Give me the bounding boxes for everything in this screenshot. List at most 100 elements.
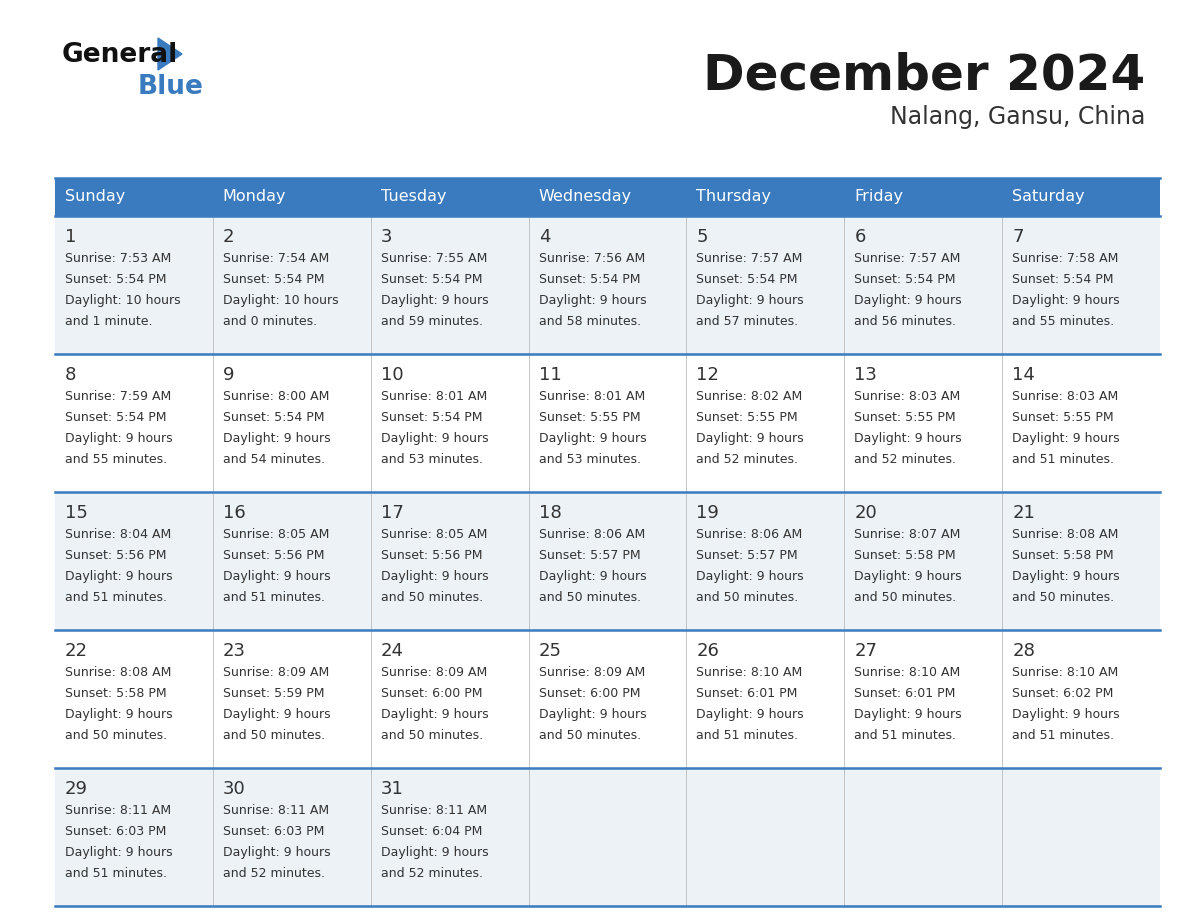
Text: Sunrise: 8:06 AM: Sunrise: 8:06 AM bbox=[696, 528, 803, 541]
Text: Sunset: 5:55 PM: Sunset: 5:55 PM bbox=[1012, 411, 1114, 424]
Text: and 53 minutes.: and 53 minutes. bbox=[538, 453, 640, 466]
Text: Sunset: 5:54 PM: Sunset: 5:54 PM bbox=[223, 411, 324, 424]
Text: Daylight: 9 hours: Daylight: 9 hours bbox=[65, 708, 172, 721]
Text: and 57 minutes.: and 57 minutes. bbox=[696, 315, 798, 328]
Text: December 2024: December 2024 bbox=[703, 52, 1145, 100]
Text: 21: 21 bbox=[1012, 504, 1035, 522]
Text: Daylight: 9 hours: Daylight: 9 hours bbox=[223, 708, 330, 721]
Text: Sunset: 6:01 PM: Sunset: 6:01 PM bbox=[854, 687, 955, 700]
Text: Daylight: 9 hours: Daylight: 9 hours bbox=[1012, 570, 1120, 583]
Text: Daylight: 9 hours: Daylight: 9 hours bbox=[1012, 708, 1120, 721]
Text: Sunset: 5:54 PM: Sunset: 5:54 PM bbox=[854, 273, 956, 286]
Text: Sunrise: 8:11 AM: Sunrise: 8:11 AM bbox=[65, 804, 171, 817]
Text: Sunset: 5:54 PM: Sunset: 5:54 PM bbox=[65, 411, 166, 424]
Bar bbox=[55, 768, 1159, 906]
Text: and 52 minutes.: and 52 minutes. bbox=[380, 867, 482, 880]
Text: and 55 minutes.: and 55 minutes. bbox=[1012, 315, 1114, 328]
Text: and 54 minutes.: and 54 minutes. bbox=[223, 453, 324, 466]
Text: Sunset: 5:54 PM: Sunset: 5:54 PM bbox=[380, 273, 482, 286]
Text: Daylight: 9 hours: Daylight: 9 hours bbox=[538, 708, 646, 721]
Text: and 55 minutes.: and 55 minutes. bbox=[65, 453, 168, 466]
Text: 2: 2 bbox=[223, 228, 234, 246]
Text: and 56 minutes.: and 56 minutes. bbox=[854, 315, 956, 328]
Text: Sunrise: 8:10 AM: Sunrise: 8:10 AM bbox=[854, 666, 961, 679]
Text: Daylight: 9 hours: Daylight: 9 hours bbox=[223, 570, 330, 583]
Text: and 1 minute.: and 1 minute. bbox=[65, 315, 152, 328]
Text: Daylight: 9 hours: Daylight: 9 hours bbox=[1012, 432, 1120, 445]
Text: Sunrise: 8:11 AM: Sunrise: 8:11 AM bbox=[380, 804, 487, 817]
Text: and 51 minutes.: and 51 minutes. bbox=[65, 867, 168, 880]
Text: Blue: Blue bbox=[138, 74, 204, 100]
Text: 3: 3 bbox=[380, 228, 392, 246]
Text: 15: 15 bbox=[65, 504, 88, 522]
Text: 6: 6 bbox=[854, 228, 866, 246]
Text: Sunset: 5:58 PM: Sunset: 5:58 PM bbox=[65, 687, 166, 700]
Text: Sunset: 5:58 PM: Sunset: 5:58 PM bbox=[854, 549, 956, 562]
Text: Sunset: 6:00 PM: Sunset: 6:00 PM bbox=[538, 687, 640, 700]
Text: Wednesday: Wednesday bbox=[538, 189, 632, 205]
Text: Daylight: 9 hours: Daylight: 9 hours bbox=[854, 708, 962, 721]
Text: 20: 20 bbox=[854, 504, 877, 522]
Text: Daylight: 9 hours: Daylight: 9 hours bbox=[223, 846, 330, 859]
Text: 12: 12 bbox=[696, 366, 719, 384]
Text: 27: 27 bbox=[854, 642, 877, 660]
Text: and 53 minutes.: and 53 minutes. bbox=[380, 453, 482, 466]
Text: Sunrise: 8:08 AM: Sunrise: 8:08 AM bbox=[65, 666, 171, 679]
Text: Friday: Friday bbox=[854, 189, 903, 205]
Text: 26: 26 bbox=[696, 642, 719, 660]
Text: Sunset: 6:03 PM: Sunset: 6:03 PM bbox=[65, 825, 166, 838]
Text: and 0 minutes.: and 0 minutes. bbox=[223, 315, 317, 328]
Bar bbox=[55, 354, 1159, 492]
Text: Sunset: 5:57 PM: Sunset: 5:57 PM bbox=[538, 549, 640, 562]
Text: Sunrise: 8:00 AM: Sunrise: 8:00 AM bbox=[223, 390, 329, 403]
Text: Sunrise: 8:05 AM: Sunrise: 8:05 AM bbox=[380, 528, 487, 541]
Polygon shape bbox=[158, 38, 182, 70]
Text: Sunrise: 7:57 AM: Sunrise: 7:57 AM bbox=[854, 252, 961, 265]
Text: 9: 9 bbox=[223, 366, 234, 384]
Text: Sunset: 6:02 PM: Sunset: 6:02 PM bbox=[1012, 687, 1113, 700]
Text: Sunrise: 7:53 AM: Sunrise: 7:53 AM bbox=[65, 252, 171, 265]
Text: Daylight: 9 hours: Daylight: 9 hours bbox=[380, 432, 488, 445]
Text: Sunset: 6:03 PM: Sunset: 6:03 PM bbox=[223, 825, 324, 838]
Text: Sunrise: 8:11 AM: Sunrise: 8:11 AM bbox=[223, 804, 329, 817]
Text: 17: 17 bbox=[380, 504, 404, 522]
Text: 28: 28 bbox=[1012, 642, 1035, 660]
Text: Tuesday: Tuesday bbox=[380, 189, 447, 205]
Text: and 51 minutes.: and 51 minutes. bbox=[696, 729, 798, 742]
Text: Daylight: 9 hours: Daylight: 9 hours bbox=[65, 846, 172, 859]
Text: Monday: Monday bbox=[223, 189, 286, 205]
Text: Daylight: 9 hours: Daylight: 9 hours bbox=[538, 432, 646, 445]
Text: 29: 29 bbox=[65, 780, 88, 798]
Text: Sunrise: 8:09 AM: Sunrise: 8:09 AM bbox=[380, 666, 487, 679]
Text: General: General bbox=[62, 42, 178, 68]
Text: Daylight: 9 hours: Daylight: 9 hours bbox=[538, 294, 646, 307]
Text: 10: 10 bbox=[380, 366, 404, 384]
Text: Sunset: 5:54 PM: Sunset: 5:54 PM bbox=[538, 273, 640, 286]
Text: Thursday: Thursday bbox=[696, 189, 771, 205]
Text: Sunset: 5:55 PM: Sunset: 5:55 PM bbox=[854, 411, 956, 424]
Text: Sunrise: 7:55 AM: Sunrise: 7:55 AM bbox=[380, 252, 487, 265]
Text: and 52 minutes.: and 52 minutes. bbox=[854, 453, 956, 466]
Text: Saturday: Saturday bbox=[1012, 189, 1085, 205]
Text: and 52 minutes.: and 52 minutes. bbox=[696, 453, 798, 466]
Text: Daylight: 10 hours: Daylight: 10 hours bbox=[223, 294, 339, 307]
Text: Sunrise: 7:54 AM: Sunrise: 7:54 AM bbox=[223, 252, 329, 265]
Text: 1: 1 bbox=[65, 228, 76, 246]
Text: Daylight: 9 hours: Daylight: 9 hours bbox=[380, 708, 488, 721]
Text: Sunrise: 8:09 AM: Sunrise: 8:09 AM bbox=[223, 666, 329, 679]
Text: Sunset: 6:01 PM: Sunset: 6:01 PM bbox=[696, 687, 798, 700]
Text: Sunset: 5:57 PM: Sunset: 5:57 PM bbox=[696, 549, 798, 562]
Text: Sunset: 5:56 PM: Sunset: 5:56 PM bbox=[380, 549, 482, 562]
Text: and 51 minutes.: and 51 minutes. bbox=[1012, 729, 1114, 742]
Text: and 50 minutes.: and 50 minutes. bbox=[1012, 591, 1114, 604]
Text: Sunset: 5:54 PM: Sunset: 5:54 PM bbox=[1012, 273, 1113, 286]
Text: 5: 5 bbox=[696, 228, 708, 246]
Text: Sunrise: 7:58 AM: Sunrise: 7:58 AM bbox=[1012, 252, 1119, 265]
Text: and 52 minutes.: and 52 minutes. bbox=[223, 867, 324, 880]
Text: Daylight: 9 hours: Daylight: 9 hours bbox=[223, 432, 330, 445]
Text: Daylight: 9 hours: Daylight: 9 hours bbox=[696, 432, 804, 445]
Text: Sunrise: 8:09 AM: Sunrise: 8:09 AM bbox=[538, 666, 645, 679]
Text: and 50 minutes.: and 50 minutes. bbox=[538, 591, 640, 604]
Text: Daylight: 9 hours: Daylight: 9 hours bbox=[696, 294, 804, 307]
Text: Sunset: 5:58 PM: Sunset: 5:58 PM bbox=[1012, 549, 1114, 562]
